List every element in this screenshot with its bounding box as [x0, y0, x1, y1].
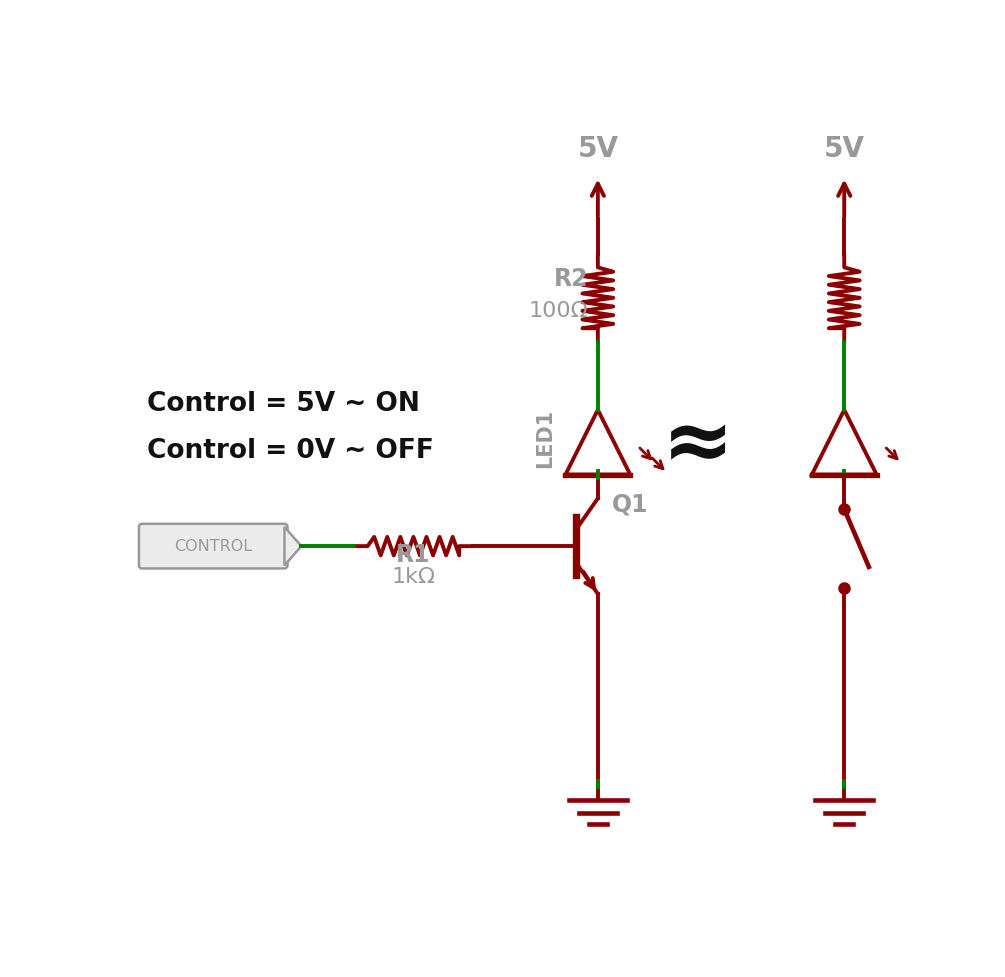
Polygon shape: [284, 527, 302, 566]
Text: Control = 0V ~ OFF: Control = 0V ~ OFF: [148, 438, 434, 463]
FancyBboxPatch shape: [139, 524, 287, 569]
Text: 1kΩ: 1kΩ: [391, 567, 435, 587]
Text: R2: R2: [554, 268, 589, 291]
Text: Q1: Q1: [612, 492, 648, 517]
Text: 5V: 5V: [577, 135, 618, 162]
Text: R1: R1: [396, 542, 431, 567]
Text: 100Ω: 100Ω: [529, 301, 589, 321]
Text: ≈: ≈: [662, 404, 734, 488]
Text: CONTROL: CONTROL: [174, 538, 252, 554]
Text: 5V: 5V: [824, 135, 864, 162]
Text: LED1: LED1: [536, 408, 556, 468]
Text: Control = 5V ~ ON: Control = 5V ~ ON: [148, 392, 420, 417]
